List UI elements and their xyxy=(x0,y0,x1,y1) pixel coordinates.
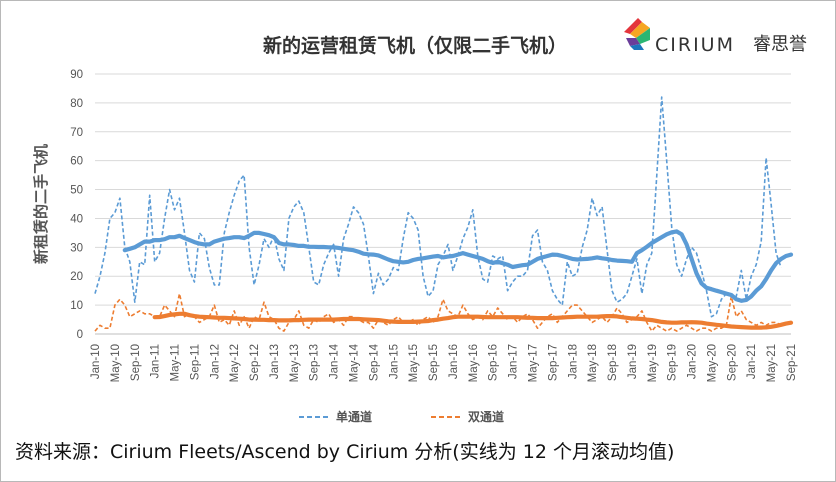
chart-canvas: CIRIUM 睿思誉 新的运营租赁飞机（仅限二手飞机） 新租赁的二手飞机 0 10… xyxy=(32,18,807,424)
series-line-single-aisle xyxy=(94,96,782,318)
x-tick-label: May-13 xyxy=(289,344,301,382)
x-tick-label: May-14 xyxy=(349,343,361,382)
x-tick-label: Sep-21 xyxy=(786,344,798,381)
x-tick-label: Sep-11 xyxy=(189,344,201,380)
x-tick-label: Sep-18 xyxy=(607,344,619,381)
x-tick-label: Jan-16 xyxy=(448,344,460,379)
x-tick-label: Jan-14 xyxy=(329,343,341,379)
x-tick-label: Sep-20 xyxy=(726,344,738,381)
x-tick-label: May-15 xyxy=(408,344,420,382)
x-tick-label: Jan-20 xyxy=(687,344,699,379)
brand-cn-name: 睿思誉 xyxy=(753,34,807,55)
x-tick-label: Jan-19 xyxy=(627,344,639,379)
x-tick-labels: Jan-10 May-10 Sep-10 Jan-11 May-11 Sep-11 Jan-… xyxy=(90,343,798,382)
cirium-logo-icon xyxy=(624,18,650,50)
x-tick-label: Jan-13 xyxy=(269,344,281,379)
x-tick-label: Sep-15 xyxy=(428,344,440,381)
legend-label-single-aisle: 单通道 xyxy=(336,409,372,424)
chart-title: 新的运营租赁飞机（仅限二手飞机） xyxy=(263,34,567,57)
source-note: 资料来源：Cirium Fleets/Ascend by Cirium 分析(实… xyxy=(15,441,675,463)
trend-line-single-aisle xyxy=(122,229,794,303)
series-lines xyxy=(94,96,794,332)
x-tick-label: Sep-12 xyxy=(249,344,261,381)
x-tick-label: Sep-16 xyxy=(488,344,500,381)
y-tick-label: 0 xyxy=(77,329,83,341)
x-tick-label: Jan-15 xyxy=(388,344,400,379)
x-tick-label: Jan-10 xyxy=(90,344,102,379)
x-tick-label: May-11 xyxy=(170,344,182,382)
logo-shard-orange xyxy=(630,22,650,38)
gridlines xyxy=(95,73,791,335)
x-tick-label: May-20 xyxy=(706,344,718,382)
brand-name: CIRIUM xyxy=(655,34,735,56)
logo-shard-green xyxy=(636,28,650,44)
y-tick-label: 50 xyxy=(70,185,83,197)
trend-line-twin-aisle xyxy=(152,311,794,330)
y-tick-labels: 0 10 20 30 40 50 60 70 80 90 xyxy=(70,69,83,341)
x-tick-label: May-17 xyxy=(527,344,539,382)
y-axis-label: 新租赁的二手飞机 xyxy=(32,144,50,264)
x-tick-label: May-12 xyxy=(229,344,241,382)
legend: 单通道 双通道 xyxy=(299,409,504,424)
y-tick-label: 90 xyxy=(70,69,83,81)
y-tick-label: 80 xyxy=(70,98,83,110)
x-tick-label: Jan-21 xyxy=(746,344,758,379)
logo-shard-purple xyxy=(626,38,640,46)
y-tick-label: 60 xyxy=(70,156,83,168)
x-tick-label: Sep-14 xyxy=(368,343,380,381)
x-tick-label: May-16 xyxy=(468,344,480,382)
x-tick-label: May-18 xyxy=(587,344,599,382)
x-tick-label: Sep-19 xyxy=(667,344,679,381)
logo-shard-red xyxy=(624,18,642,34)
legend-label-twin-aisle: 双通道 xyxy=(468,409,504,424)
x-tick-label: Sep-13 xyxy=(309,344,321,381)
series-line-twin-aisle xyxy=(94,292,782,332)
x-tick-label: Sep-17 xyxy=(547,344,559,381)
y-tick-label: 40 xyxy=(70,213,83,225)
x-tick-label: Jan-12 xyxy=(209,344,221,379)
logo-shard-blue xyxy=(630,44,644,50)
x-tick-label: Jan-11 xyxy=(150,344,162,378)
x-tick-label: May-21 xyxy=(766,344,778,382)
y-tick-label: 20 xyxy=(70,271,83,283)
x-tick-label: Jan-18 xyxy=(567,344,579,379)
x-tick-label: May-19 xyxy=(647,344,659,382)
x-tick-label: Jan-17 xyxy=(508,344,520,379)
x-tick-label: May-10 xyxy=(110,344,122,382)
x-tick-label: Sep-10 xyxy=(130,344,142,381)
y-tick-label: 10 xyxy=(70,300,83,312)
y-tick-label: 30 xyxy=(70,242,83,254)
y-tick-label: 70 xyxy=(70,127,83,139)
